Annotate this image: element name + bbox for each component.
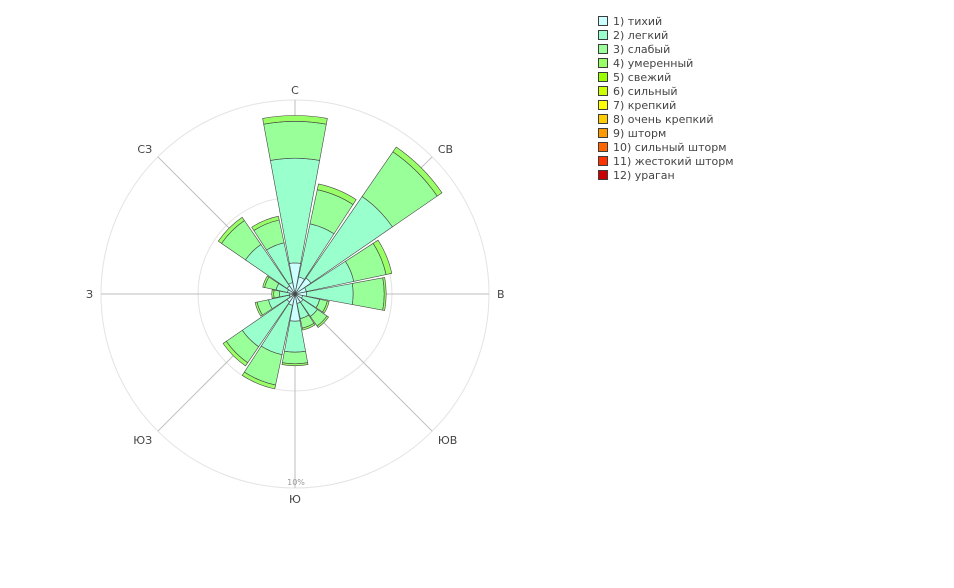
sector-bar [372,239,393,275]
sector-bar [251,215,280,231]
sector-bar [254,301,263,317]
legend-item[interactable]: 9) шторм [598,126,734,140]
legend-swatch [598,16,608,26]
direction-label: Ю [289,493,301,506]
legend-swatch [598,86,608,96]
direction-label: ЮВ [438,434,457,447]
legend-swatch [598,170,608,180]
legend-label: 5) свежий [613,70,672,84]
legend-swatch [598,30,608,40]
legend-item[interactable]: 12) ураган [598,168,734,182]
legend-swatch [598,44,608,54]
legend-item[interactable]: 4) умеренный [598,56,734,70]
legend-item[interactable]: 6) сильный [598,84,734,98]
sector-bar [262,275,270,288]
legend-swatch [598,100,608,110]
sector-bar [281,350,309,365]
legend-label: 12) ураган [613,168,675,182]
legend-label: 4) умеренный [613,56,694,70]
legend-swatch [598,142,608,152]
sector-bar [281,362,309,367]
legend-swatch [598,128,608,138]
legend-swatch [598,58,608,68]
sector-bar [301,322,316,331]
legend-item[interactable]: 5) свежий [598,70,734,84]
direction-label: З [86,288,93,301]
sector-bar [263,121,327,161]
direction-label: СЗ [137,143,152,156]
legend-label: 9) шторм [613,126,667,140]
direction-label: С [291,84,299,97]
legend-item[interactable]: 10) сильный шторм [598,140,734,154]
sector-bar [382,277,387,311]
sector-bar [271,289,275,299]
legend-label: 2) легкий [613,28,669,42]
legend: 1) тихий 2) легкий 3) слабый 4) умеренный 5)… [598,14,734,182]
legend-label: 8) очень крепкий [613,112,714,126]
direction-label: ЮЗ [133,434,152,447]
legend-swatch [598,72,608,82]
legend-item[interactable]: 8) очень крепкий [598,112,734,126]
legend-item[interactable]: 7) крепкий [598,98,734,112]
sector-bar [351,277,385,311]
legend-item[interactable]: 11) жестокий шторм [598,154,734,168]
legend-label: 6) сильный [613,84,678,98]
legend-item[interactable]: 2) легкий [598,28,734,42]
sector-bar [217,216,245,244]
sector-bar [316,183,357,205]
direction-labels: С СВ В ЮВ Ю ЮЗ З СЗ [86,84,505,506]
legend-label: 10) сильный шторм [613,140,727,154]
sector-bar [262,115,328,125]
sector-bar [273,289,281,299]
sector-bar [222,340,249,367]
legend-label: 3) слабый [613,42,671,56]
sector-bar [392,146,443,197]
legend-label: 11) жестокий шторм [613,154,734,168]
legend-label: 7) крепкий [613,98,677,112]
sector-bar [322,300,330,314]
legend-swatch [598,114,608,124]
sector-bar [316,315,329,328]
direction-label: СВ [438,143,453,156]
legend-item[interactable]: 1) тихий [598,14,734,28]
legend-swatch [598,156,608,166]
legend-item[interactable]: 3) слабый [598,42,734,56]
direction-label: В [497,288,505,301]
legend-label: 1) тихий [613,14,663,28]
wind-sectors [217,115,443,390]
radial-axis-label: 10% [287,478,305,487]
sector-bar [241,371,276,390]
